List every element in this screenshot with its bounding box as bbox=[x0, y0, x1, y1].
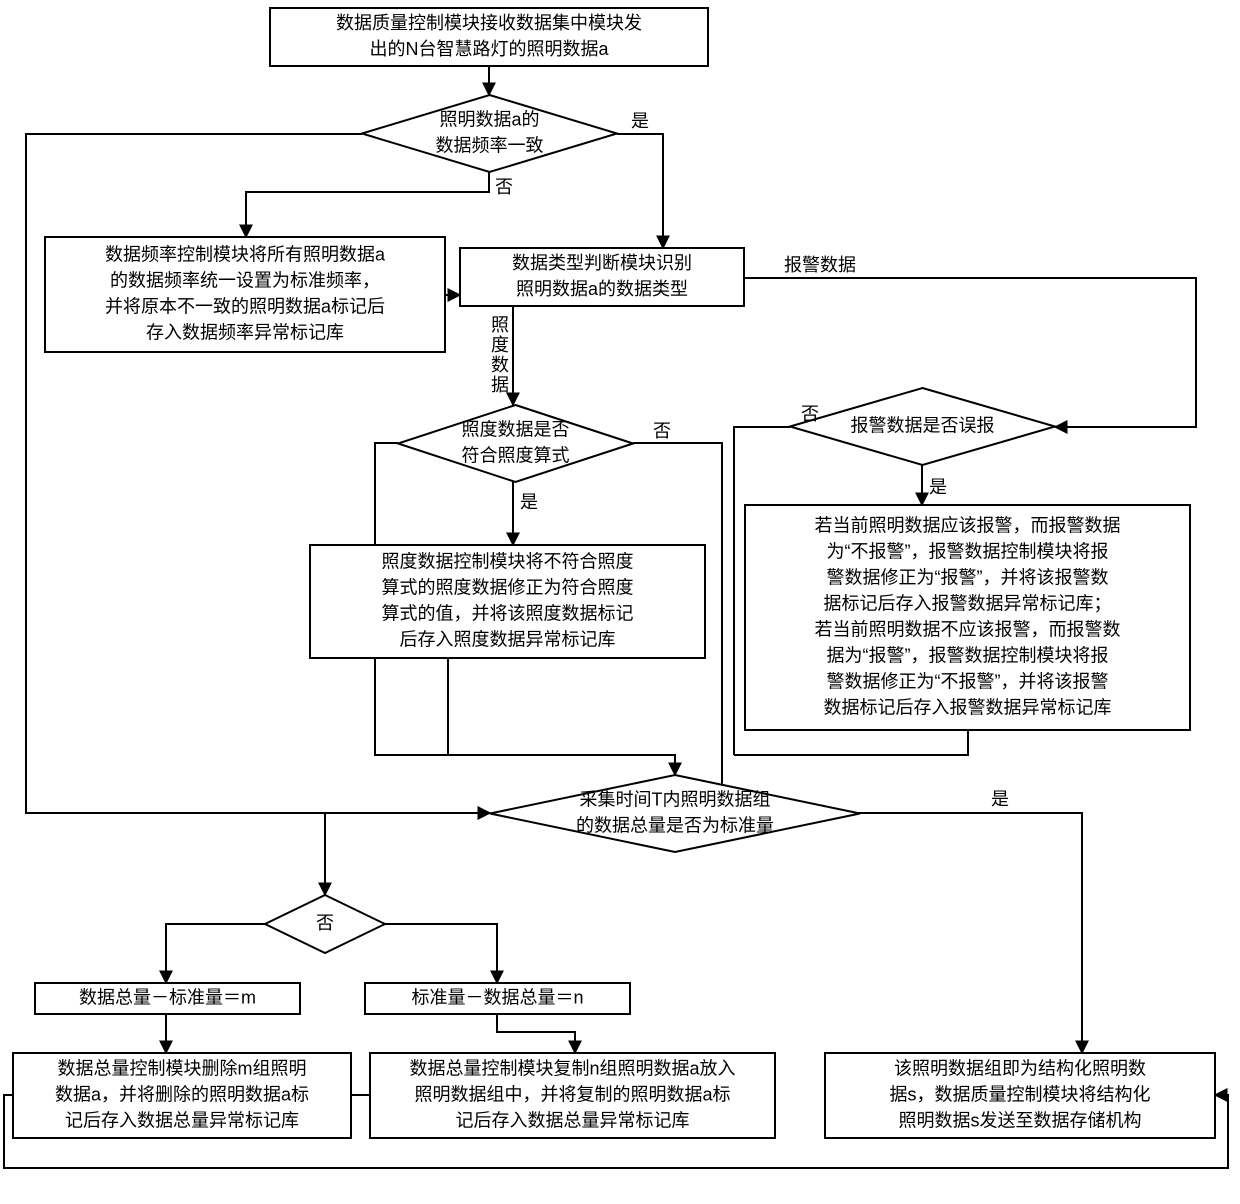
node-text: 数据质量控制模块接收数据集中模块发 bbox=[336, 13, 642, 33]
edge-label-lbl_yes4: 是 bbox=[991, 789, 1009, 809]
node-text: 若当前照明数据不应该报警，而报警数 bbox=[815, 619, 1121, 639]
node-d_total: 采集时间T内照明数据组的数据总量是否为标准量 bbox=[490, 775, 860, 852]
node-text: 数据总量－标准量＝m bbox=[79, 987, 256, 1007]
node-text: 记后存入数据总量异常标记库 bbox=[65, 1110, 299, 1130]
node-text: 报警数据是否误报 bbox=[851, 415, 995, 435]
node-text: 标准量－数据总量＝n bbox=[411, 987, 583, 1007]
node-text: 的数据频率统一设置为标准频率， bbox=[110, 270, 380, 290]
node-text: 后存入照度数据异常标记库 bbox=[400, 629, 616, 649]
node-text: 数据a，并将删除的照明数据a标 bbox=[55, 1084, 309, 1104]
node-p_m: 数据总量－标准量＝m bbox=[35, 983, 300, 1014]
node-p_out: 该照明数据组即为结构化照明数据s，数据质量控制模块将结构化照明数据s发送至数据存… bbox=[825, 1053, 1215, 1138]
node-text: 存入数据频率异常标记库 bbox=[146, 322, 344, 342]
node-d_lux: 照度数据是否符合照度算式 bbox=[398, 405, 633, 482]
node-text: 若当前照明数据应该报警，而报警数据 bbox=[815, 515, 1121, 535]
node-text: 记后存入数据总量异常标记库 bbox=[456, 1110, 690, 1130]
node-text: 照明数据a的数据类型 bbox=[516, 279, 688, 299]
edge bbox=[246, 172, 489, 237]
edge-label-lbl_luxd: 据 bbox=[491, 375, 509, 395]
node-text: 数据类型判断模块识别 bbox=[512, 253, 692, 273]
node-text: 为“不报警”，报警数据控制模块将报 bbox=[827, 541, 1109, 561]
edge-label-lbl_yes3: 是 bbox=[520, 492, 538, 512]
node-text: 数据标记后存入报警数据异常标记库 bbox=[824, 697, 1112, 717]
node-p_lux: 照度数据控制模块将不符合照度算式的照度数据修正为符合照度算式的值，并将该照度数据… bbox=[310, 545, 705, 658]
node-text: 据s，数据质量控制模块将结构化 bbox=[890, 1084, 1151, 1104]
node-text: 数据频率控制模块将所有照明数据a bbox=[105, 244, 386, 264]
node-p_del: 数据总量控制模块删除m组照明数据a，并将删除的照明数据a标记后存入数据总量异常标… bbox=[13, 1053, 351, 1138]
node-text: 照明数据s发送至数据存储机构 bbox=[899, 1110, 1142, 1130]
edge bbox=[617, 134, 663, 248]
edge bbox=[26, 134, 490, 813]
node-text: 数据总量控制模块复制n组照明数据a放入 bbox=[409, 1058, 735, 1078]
node-text: 据为“报警”，报警数据控制模块将报 bbox=[827, 645, 1109, 665]
node-text: 出的N台智慧路灯的照明数据a bbox=[369, 39, 609, 59]
node-text: 警数据修正为“报警”，并将该报警数 bbox=[827, 567, 1109, 587]
node-p_copy: 数据总量控制模块复制n组照明数据a放入照明数据组中，并将复制的照明数据a标记后存… bbox=[370, 1053, 775, 1138]
edge-label-lbl_luxd: 度 bbox=[491, 335, 509, 355]
edge bbox=[734, 730, 968, 755]
edge bbox=[325, 813, 490, 895]
node-text: 的数据总量是否为标准量 bbox=[576, 815, 774, 835]
node-text: 数据频率一致 bbox=[436, 135, 544, 155]
node-text: 照明数据a的 bbox=[439, 109, 539, 129]
node-p_type: 数据类型判断模块识别照明数据a的数据类型 bbox=[460, 248, 744, 306]
edge-label-lbl_no2: 否 bbox=[801, 404, 819, 424]
flowchart-canvas: 数据质量控制模块接收数据集中模块发出的N台智慧路灯的照明数据a照明数据a的数据频… bbox=[0, 0, 1240, 1204]
node-text: 该照明数据组即为结构化照明数 bbox=[894, 1058, 1146, 1078]
node-text: 数据总量控制模块删除m组照明 bbox=[58, 1058, 307, 1078]
edge-label-lbl_alarm: 报警数据 bbox=[784, 255, 856, 275]
node-p_n: 标准量－数据总量＝n bbox=[365, 983, 630, 1014]
node-text: 符合照度算式 bbox=[462, 445, 570, 465]
edge bbox=[166, 924, 265, 983]
node-start: 数据质量控制模块接收数据集中模块发出的N台智慧路灯的照明数据a bbox=[270, 8, 708, 66]
node-text: 照明数据组中，并将复制的照明数据a标 bbox=[414, 1084, 730, 1104]
node-text: 否 bbox=[316, 913, 334, 933]
edge-label-lbl_yes1: 是 bbox=[631, 111, 649, 131]
node-text: 据标记后存入报警数据异常标记库； bbox=[824, 593, 1112, 613]
node-text: 照度数据控制模块将不符合照度 bbox=[382, 551, 634, 571]
node-text: 算式的值，并将该照度数据标记 bbox=[382, 603, 634, 623]
edge bbox=[860, 813, 1082, 1053]
edge-label-lbl_luxd: 数 bbox=[491, 355, 509, 375]
node-text: 采集时间T内照明数据组 bbox=[580, 789, 771, 809]
node-d_alarm: 报警数据是否误报 bbox=[790, 388, 1055, 465]
node-text: 算式的照度数据修正为符合照度 bbox=[382, 577, 634, 597]
edge-label-lbl_yes2: 是 bbox=[929, 477, 947, 497]
node-p_freq: 数据频率控制模块将所有照明数据a 的数据频率统一设置为标准频率， 并将原本不一致的照… bbox=[45, 237, 445, 352]
edge-label-lbl_no1: 否 bbox=[495, 177, 513, 197]
node-text: 警数据修正为“不报警”，并将该报警 bbox=[827, 671, 1109, 691]
edge-label-lbl_no3: 否 bbox=[653, 421, 671, 441]
node-text: 并将原本不一致的照明数据a标记后 bbox=[105, 296, 385, 316]
edge-label-lbl_luxd: 照 bbox=[491, 315, 509, 335]
node-d_freq: 照明数据a的数据频率一致 bbox=[362, 95, 617, 172]
node-text: 照度数据是否 bbox=[462, 419, 570, 439]
node-d_no: 否 bbox=[265, 895, 385, 953]
node-p_alarm: 若当前照明数据应该报警，而报警数据为“不报警”，报警数据控制模块将报警数据修正为… bbox=[745, 505, 1190, 730]
edge bbox=[385, 924, 497, 983]
edge bbox=[497, 1014, 575, 1053]
